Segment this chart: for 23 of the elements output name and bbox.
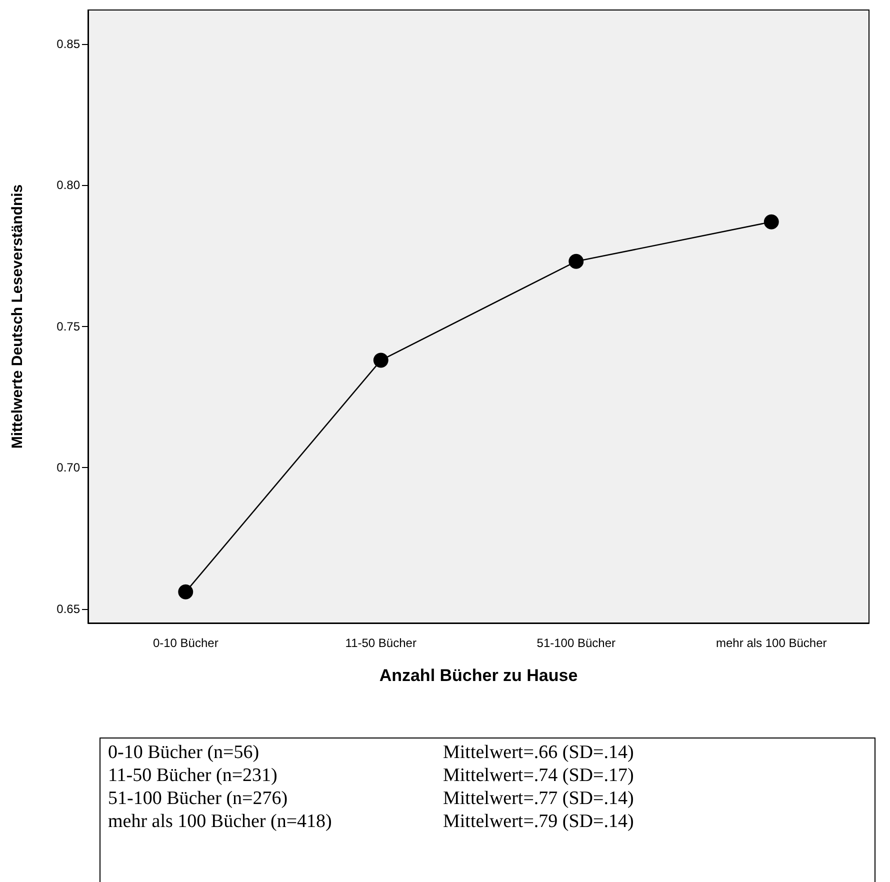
text: Mittelwert=.77 (SD=.14): [443, 788, 634, 809]
point: [178, 584, 194, 600]
y-axis-title: Mittelwerte Deutsch Leseverständnis: [9, 184, 26, 449]
text: mehr als 100 Bücher (n=418): [108, 811, 332, 832]
point: [373, 352, 388, 368]
text: Mittelwert=.74 (SD=.17): [443, 765, 634, 786]
x-tick-label: 11-50 Bücher: [345, 636, 416, 650]
y-tick-label: 0.85: [56, 36, 80, 51]
text: Mittelwert=.79 (SD=.14): [443, 811, 634, 832]
y-tick-label: 0.65: [56, 602, 80, 616]
x-tick-label: mehr als 100 Bücher: [716, 636, 827, 650]
y-tick-label: 0.80: [56, 178, 80, 192]
point: [568, 254, 584, 269]
x-axis-title: Anzahl Bücher zu Hause: [379, 666, 578, 685]
point: [764, 214, 779, 230]
y-tick-label: 0.75: [56, 319, 80, 334]
text: 51-100 Bücher (n=276): [108, 788, 288, 809]
text: 11-50 Bücher (n=231): [108, 765, 278, 786]
y-tick-label: 0.70: [56, 460, 80, 475]
x-tick-label: 0-10 Bücher: [152, 636, 218, 650]
x-tick-label: 51-100 Bücher: [536, 636, 616, 650]
text: Mittelwert=.66 (SD=.14): [443, 742, 634, 763]
text: 0-10 Bücher (n=56): [108, 742, 260, 763]
